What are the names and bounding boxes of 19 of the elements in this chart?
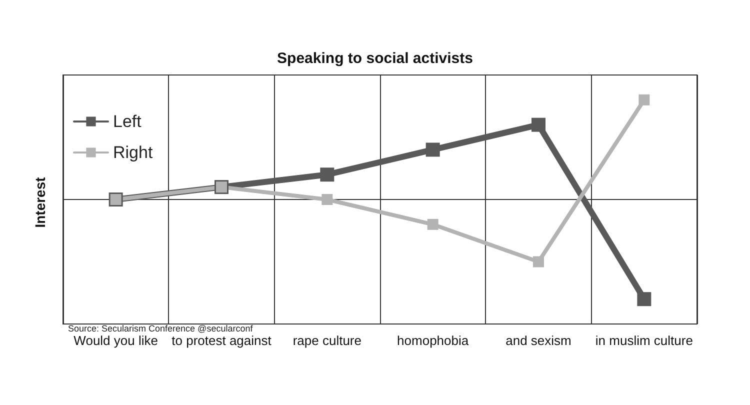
- point: [533, 256, 544, 268]
- point: [322, 194, 333, 205]
- x-tick-label: homophobia: [397, 333, 470, 348]
- point: [638, 94, 650, 106]
- x-tick-label: and sexism: [506, 333, 572, 348]
- point: [426, 142, 440, 157]
- point: [532, 118, 546, 132]
- point: [427, 218, 438, 230]
- y-axis-title: Interest: [32, 176, 48, 228]
- x-tick-label: in muslim culture: [595, 333, 693, 348]
- x-tick-label: Would you like: [74, 333, 158, 348]
- point: [637, 292, 652, 306]
- chart-title: Speaking to social activists: [277, 50, 473, 67]
- legend-label: Left: [113, 112, 142, 131]
- source-note: Source: Secularism Conference @secularconf: [68, 324, 254, 334]
- x-tick-label: rape culture: [292, 333, 362, 348]
- point: [320, 168, 334, 182]
- legend-label: Right: [113, 143, 153, 162]
- x-tick-label: to protest against: [172, 333, 272, 348]
